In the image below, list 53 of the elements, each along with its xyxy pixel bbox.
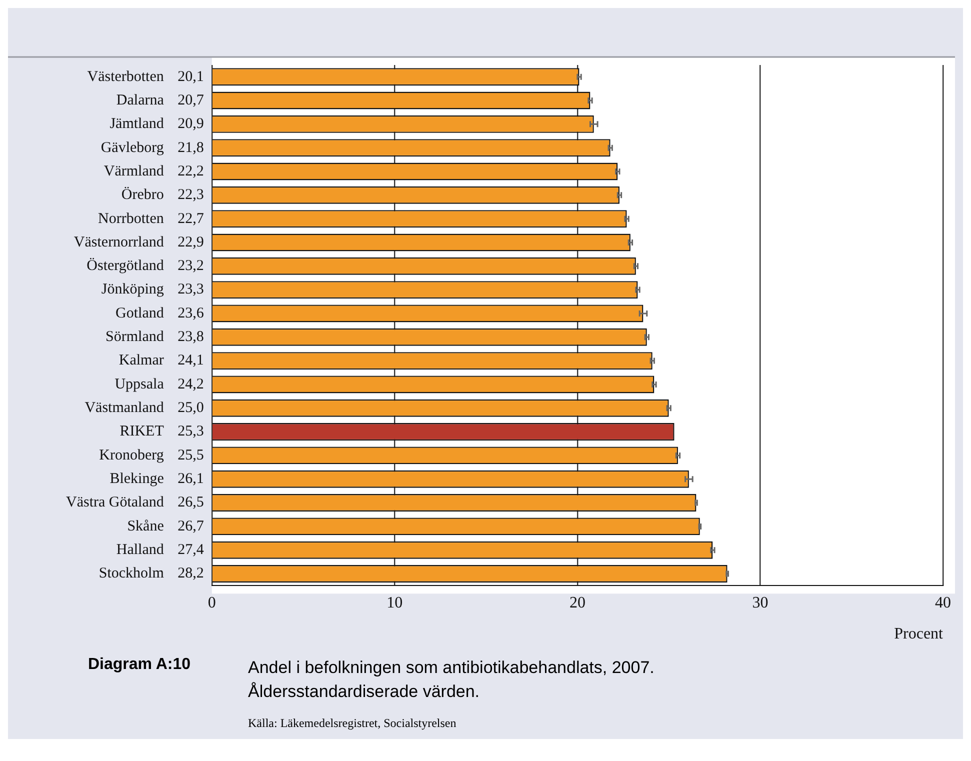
text: Källa: Läkemedelsregistret, Socialstyrelsen — [248, 716, 458, 731]
y-tick-label: Skåne — [127, 518, 164, 534]
x-axis-title: Procent — [894, 626, 944, 643]
data-label: 26,7 — [178, 518, 204, 534]
y-tick-label: Västra Götaland — [66, 494, 164, 511]
data-label: 20,1 — [178, 68, 204, 85]
text: Andel i befolkningen som antibiotikabehandlats, 2007. Åldersstandardiserade värden. — [248, 657, 654, 703]
data-label: 22,2 — [178, 163, 204, 180]
data-label: 27,4 — [178, 542, 204, 558]
data-label: 22,7 — [178, 210, 204, 227]
y-tick-label: Norrbotten — [98, 210, 164, 227]
y-tick-label: Sörmland — [106, 329, 164, 346]
y-tick-label: Västernorrland — [74, 234, 164, 250]
y-tick-label: Halland — [116, 542, 164, 558]
data-label: 21,8 — [178, 140, 204, 156]
data-label: 28,2 — [178, 566, 204, 582]
data-label: 23,6 — [178, 305, 204, 322]
data-label: 20,9 — [178, 116, 204, 132]
data-label: 20,7 — [178, 92, 204, 108]
data-label: 26,5 — [178, 494, 204, 511]
y-tick-label: Dalarna — [116, 92, 164, 108]
x-tick-label: 0 — [208, 594, 216, 612]
y-tick-label: Östergötland — [86, 257, 164, 274]
data-label: 24,1 — [178, 352, 204, 369]
data-label: 25,5 — [178, 447, 204, 464]
y-tick-label: Kronoberg — [99, 447, 164, 464]
data-label: 23,3 — [178, 282, 204, 298]
y-tick-label: Blekinge — [110, 471, 164, 488]
y-tick-label: RIKET — [120, 424, 164, 440]
y-tick-label: Västmanland — [84, 400, 164, 416]
y-tick-label: Kalmar — [118, 352, 164, 369]
y-tick-label: Stockholm — [98, 566, 164, 582]
x-tick-label: 30 — [752, 594, 768, 612]
y-tick-label: Uppsala — [114, 376, 164, 392]
x-tick-label: 20 — [569, 594, 586, 612]
data-label: 23,8 — [178, 329, 204, 346]
data-label: 22,3 — [178, 187, 204, 204]
x-tick-label: 40 — [935, 594, 951, 612]
data-label: 26,1 — [178, 471, 204, 488]
text: Diagram A:10 — [87, 656, 192, 675]
y-tick-label: Västerbotten — [87, 68, 164, 85]
y-tick-label: Jönköping — [101, 282, 164, 298]
y-tick-label: Örebro — [121, 186, 164, 204]
y-tick-label: Jämtland — [110, 116, 164, 132]
data-label: 25,0 — [178, 400, 204, 416]
data-label: 23,2 — [178, 258, 204, 274]
x-tick-label: 10 — [386, 594, 403, 612]
data-label: 25,3 — [178, 424, 204, 440]
data-label: 24,2 — [178, 376, 204, 392]
data-label: 22,9 — [178, 234, 204, 250]
y-tick-label: Värmland — [104, 163, 164, 180]
y-tick-label: Gävleborg — [100, 140, 164, 156]
y-tick-label: Gotland — [116, 305, 164, 322]
